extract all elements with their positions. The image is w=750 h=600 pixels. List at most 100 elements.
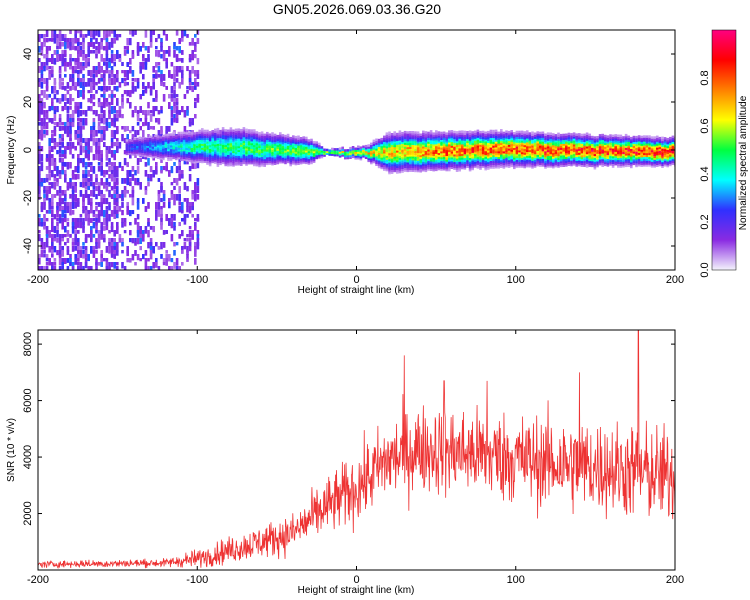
heatmap-cell xyxy=(181,106,184,113)
heatmap-cell xyxy=(614,149,617,152)
heatmap-cell xyxy=(468,163,472,166)
heatmap-cell xyxy=(103,194,106,198)
heatmap-cell xyxy=(398,163,402,166)
heatmap-cell xyxy=(390,171,394,174)
heatmap-cell xyxy=(162,258,166,264)
heatmap-cell xyxy=(403,165,407,168)
heatmap-cell xyxy=(138,152,142,155)
heatmap-cell xyxy=(97,138,101,143)
heatmap-cell xyxy=(214,134,217,137)
heatmap-cell xyxy=(162,190,166,196)
heatmap-cell xyxy=(492,131,495,135)
heatmap-cell xyxy=(533,151,537,155)
heatmap-cell xyxy=(90,86,93,94)
heatmap-cell xyxy=(593,163,597,166)
heatmap-cell xyxy=(609,163,612,166)
heatmap-cell xyxy=(97,210,101,217)
heatmap-cell xyxy=(211,158,214,162)
heatmap-cell xyxy=(354,151,357,154)
heatmap-cell xyxy=(458,159,461,162)
heatmap-cell xyxy=(69,258,72,265)
heatmap-cell xyxy=(84,138,88,146)
heatmap-cell xyxy=(289,140,292,144)
heatmap-cell xyxy=(206,156,209,160)
heatmap-cell xyxy=(580,143,584,146)
heatmap-cell xyxy=(310,140,313,144)
heatmap-cell xyxy=(325,150,329,154)
heatmap-cell xyxy=(427,150,430,154)
heatmap-cell xyxy=(134,170,137,176)
heatmap-cell xyxy=(617,140,620,143)
heatmap-cell xyxy=(619,161,623,164)
heatmap-cell xyxy=(661,148,664,151)
heatmap-cell xyxy=(354,157,357,160)
heatmap-cell xyxy=(518,151,521,155)
heatmap-cell xyxy=(518,140,521,143)
heatmap-cell xyxy=(116,242,119,247)
heatmap-cell xyxy=(147,58,150,62)
heatmap-cell xyxy=(492,145,495,148)
heatmap-cell xyxy=(136,222,140,227)
heatmap-cell xyxy=(105,150,109,157)
heatmap-cell xyxy=(552,152,555,155)
heatmap-cell xyxy=(82,226,85,233)
heatmap-cell xyxy=(445,143,448,147)
heatmap-cell xyxy=(61,246,64,251)
heatmap-cell xyxy=(128,140,131,144)
heatmap-cell xyxy=(440,145,443,148)
heatmap-cell xyxy=(593,167,597,170)
heatmap-cell xyxy=(51,154,54,160)
heatmap-cell xyxy=(175,258,179,266)
heatmap-cell xyxy=(424,165,428,169)
heatmap-cell xyxy=(103,110,106,116)
heatmap-cell xyxy=(388,158,391,161)
heatmap-cell xyxy=(87,58,90,64)
heatmap-cell xyxy=(160,42,163,48)
heatmap-cell xyxy=(232,150,235,154)
heatmap-cell xyxy=(38,186,41,193)
heatmap-cell xyxy=(429,155,433,158)
heatmap-cell xyxy=(100,66,103,73)
heatmap-cell xyxy=(531,158,534,161)
heatmap-cell xyxy=(164,145,168,148)
heatmap-cell xyxy=(247,161,251,165)
heatmap-cell xyxy=(611,144,615,147)
heatmap-cell xyxy=(69,66,72,70)
heatmap-cell xyxy=(481,161,485,164)
heatmap-cell xyxy=(142,58,145,62)
heatmap-cell xyxy=(442,162,446,165)
heatmap-cell xyxy=(169,135,173,138)
heatmap-cell xyxy=(427,149,430,152)
heatmap-cell xyxy=(188,155,191,158)
heatmap-cell xyxy=(61,210,64,218)
heatmap-cell xyxy=(95,30,98,36)
heatmap-cell xyxy=(557,163,560,166)
heatmap-cell xyxy=(627,151,630,154)
heatmap-cell xyxy=(281,151,285,154)
heatmap-cell xyxy=(541,143,545,146)
heatmap-cell xyxy=(487,142,490,145)
heatmap-cell xyxy=(157,178,161,182)
heatmap-cell xyxy=(372,155,376,158)
heatmap-cell xyxy=(333,153,337,157)
heatmap-cell xyxy=(74,198,77,202)
heatmap-cell xyxy=(227,146,230,150)
heatmap-cell xyxy=(51,182,54,189)
heatmap-cell xyxy=(572,155,576,158)
heatmap-cell xyxy=(77,158,80,165)
heatmap-cell xyxy=(463,132,467,136)
heatmap-cell xyxy=(481,136,485,139)
heatmap-cell xyxy=(105,218,109,223)
heatmap-cell xyxy=(627,143,630,146)
heatmap-cell xyxy=(139,62,142,69)
heatmap-cell xyxy=(90,166,93,173)
heatmap-cell xyxy=(214,161,217,164)
heatmap-cell xyxy=(463,144,467,147)
heatmap-cell xyxy=(656,164,659,167)
heatmap-cell xyxy=(131,110,135,115)
heatmap-cell xyxy=(82,254,85,259)
heatmap-cell xyxy=(214,145,217,149)
heatmap-cell xyxy=(128,144,131,148)
heatmap-cell xyxy=(489,135,493,138)
heatmap-cell xyxy=(66,258,70,263)
